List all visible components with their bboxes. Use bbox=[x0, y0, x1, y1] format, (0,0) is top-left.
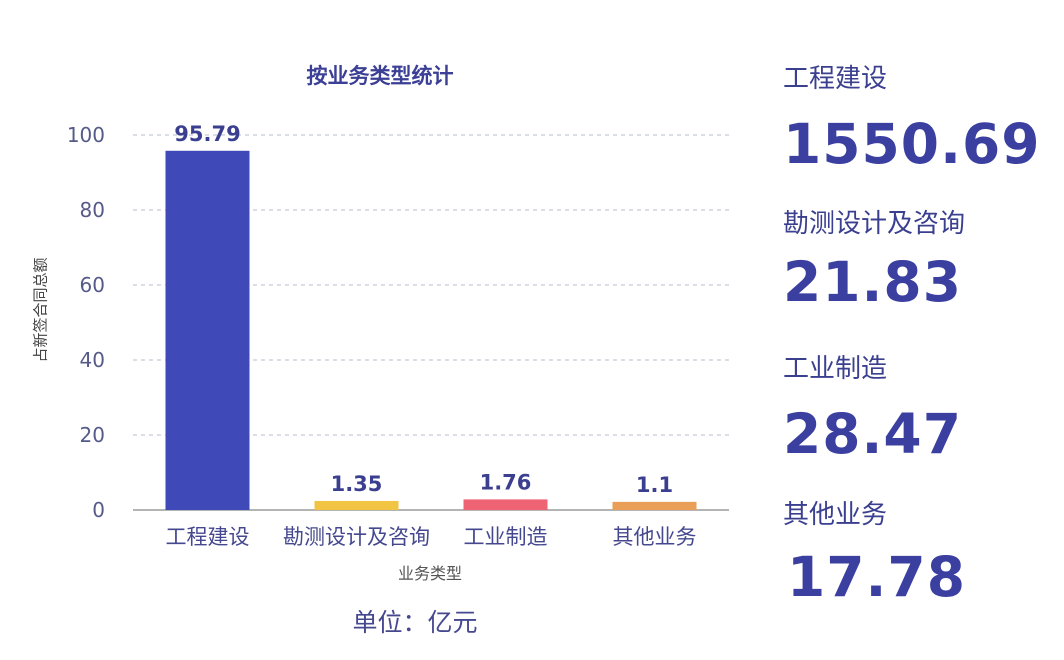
y-tick-label: 40 bbox=[80, 348, 105, 372]
y-axis-label: 占新签合同总额 bbox=[31, 257, 50, 363]
summary-label: 其他业务 bbox=[783, 500, 888, 530]
bar bbox=[314, 500, 399, 510]
summary-label: 勘测设计及咨询 bbox=[783, 209, 966, 239]
bar bbox=[612, 501, 697, 510]
data-label: 1.76 bbox=[480, 470, 532, 494]
bar-chart: 0 20 40 60 80 100 95.79 工程建设 1.35 勘测设计及咨询 1.76 工业制造… bbox=[67, 122, 729, 549]
x-tick-label: 其他业务 bbox=[613, 525, 697, 549]
y-tick-label: 0 bbox=[92, 498, 105, 522]
unit-label: 单位：亿元 bbox=[352, 608, 478, 637]
data-label: 95.79 bbox=[174, 122, 240, 146]
y-tick-label: 80 bbox=[80, 198, 105, 222]
y-tick-label: 20 bbox=[80, 423, 105, 447]
summary-label: 工业制造 bbox=[783, 354, 888, 384]
data-label: 1.1 bbox=[636, 473, 673, 497]
bar bbox=[165, 150, 250, 510]
x-tick-label: 勘测设计及咨询 bbox=[283, 525, 430, 549]
summary-value: 28.47 bbox=[783, 402, 962, 466]
x-axis-label: 业务类型 bbox=[397, 564, 462, 583]
x-tick-label: 工程建设 bbox=[166, 525, 250, 549]
y-tick-label: 60 bbox=[80, 273, 105, 297]
summary-value: 1550.69 bbox=[783, 112, 1041, 176]
summary-value: 17.78 bbox=[787, 545, 966, 609]
summary-value: 21.83 bbox=[783, 250, 962, 314]
y-tick-label: 100 bbox=[67, 123, 105, 147]
bar bbox=[463, 499, 548, 510]
chart-title: 按业务类型统计 bbox=[306, 64, 454, 88]
data-label: 1.35 bbox=[331, 472, 383, 496]
summary-label: 工程建设 bbox=[783, 64, 888, 94]
x-tick-label: 工业制造 bbox=[464, 525, 548, 549]
